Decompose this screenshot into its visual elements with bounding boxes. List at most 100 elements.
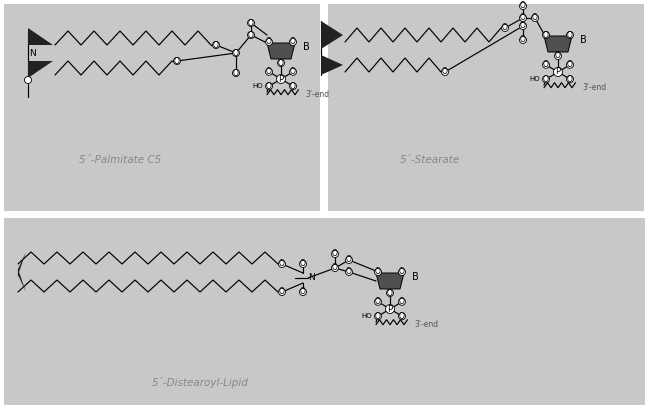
Polygon shape — [321, 21, 343, 49]
Text: O: O — [543, 75, 549, 84]
Text: O: O — [520, 2, 526, 11]
Circle shape — [374, 268, 382, 276]
Polygon shape — [321, 55, 343, 75]
Circle shape — [265, 38, 272, 45]
Circle shape — [265, 83, 272, 90]
Circle shape — [233, 70, 239, 76]
Polygon shape — [28, 28, 53, 45]
Text: B: B — [580, 35, 587, 45]
Circle shape — [398, 298, 406, 305]
Circle shape — [332, 265, 339, 272]
Text: O: O — [399, 297, 405, 306]
Text: O: O — [567, 60, 573, 69]
Text: O: O — [233, 68, 239, 77]
Text: O: O — [520, 22, 526, 31]
Circle shape — [278, 59, 285, 67]
Circle shape — [502, 25, 508, 31]
Polygon shape — [267, 43, 295, 59]
Text: O: O — [520, 13, 526, 22]
Circle shape — [289, 38, 296, 45]
Text: O: O — [346, 256, 352, 265]
Bar — [4, 4, 320, 211]
Text: O: O — [266, 38, 272, 47]
Circle shape — [567, 61, 573, 68]
Text: O: O — [278, 58, 284, 67]
Circle shape — [532, 14, 538, 22]
Text: O: O — [399, 267, 405, 276]
Text: P: P — [387, 304, 393, 314]
Text: O: O — [375, 267, 381, 276]
Circle shape — [543, 76, 549, 83]
Text: O: O — [279, 288, 285, 297]
Text: O: O — [442, 67, 448, 76]
Text: O: O — [174, 56, 180, 65]
Text: O: O — [300, 259, 306, 268]
Bar — [4, 218, 645, 405]
Polygon shape — [544, 36, 572, 52]
Polygon shape — [28, 61, 53, 78]
Text: O: O — [532, 13, 538, 22]
Text: 5´-Palmitate C5: 5´-Palmitate C5 — [79, 155, 161, 165]
Circle shape — [213, 41, 220, 49]
Circle shape — [441, 68, 448, 76]
Text: O: O — [567, 31, 573, 40]
Text: O: O — [290, 82, 296, 91]
Text: O: O — [387, 288, 393, 297]
Text: O: O — [567, 75, 573, 84]
Circle shape — [567, 76, 573, 83]
Text: O: O — [290, 38, 296, 47]
Text: O: O — [332, 249, 338, 258]
Text: B: B — [412, 272, 419, 282]
Circle shape — [519, 2, 526, 9]
Circle shape — [332, 250, 339, 258]
Circle shape — [265, 68, 272, 75]
Circle shape — [278, 288, 285, 295]
Circle shape — [300, 261, 307, 267]
Text: P: P — [278, 74, 283, 83]
Text: HO: HO — [252, 83, 263, 89]
Circle shape — [554, 52, 562, 59]
Text: 3'-end: 3'-end — [414, 320, 438, 329]
Text: O: O — [332, 263, 338, 272]
Circle shape — [248, 31, 255, 38]
Text: O: O — [266, 67, 272, 76]
Text: O: O — [502, 23, 508, 32]
Circle shape — [278, 261, 285, 267]
Polygon shape — [18, 269, 26, 292]
Circle shape — [387, 290, 393, 297]
Text: O: O — [520, 36, 526, 45]
Circle shape — [233, 49, 239, 56]
Text: O: O — [233, 49, 239, 58]
Circle shape — [385, 304, 395, 314]
Circle shape — [346, 268, 352, 276]
Circle shape — [248, 20, 255, 27]
Text: 5´-Stearate: 5´-Stearate — [400, 155, 460, 165]
Circle shape — [554, 67, 562, 76]
Circle shape — [543, 31, 549, 38]
Circle shape — [519, 36, 526, 43]
Text: O: O — [266, 82, 272, 91]
Polygon shape — [18, 252, 26, 275]
Text: O: O — [346, 267, 352, 276]
Text: O: O — [248, 31, 254, 40]
Circle shape — [567, 31, 573, 38]
Circle shape — [346, 256, 352, 263]
Text: N: N — [29, 49, 35, 58]
Bar — [328, 4, 644, 211]
Text: N: N — [308, 274, 315, 283]
Circle shape — [519, 22, 526, 29]
Text: O: O — [290, 67, 296, 76]
Text: O: O — [555, 52, 561, 61]
Circle shape — [276, 74, 285, 83]
Circle shape — [25, 76, 31, 83]
Text: 3'-end: 3'-end — [582, 83, 606, 92]
Text: P: P — [556, 67, 560, 76]
Polygon shape — [376, 273, 404, 289]
Circle shape — [398, 268, 406, 276]
Text: HO: HO — [529, 76, 540, 82]
Text: O: O — [543, 60, 549, 69]
Text: O: O — [248, 18, 254, 27]
Circle shape — [374, 298, 382, 305]
Text: O: O — [279, 259, 285, 268]
Circle shape — [300, 288, 307, 295]
